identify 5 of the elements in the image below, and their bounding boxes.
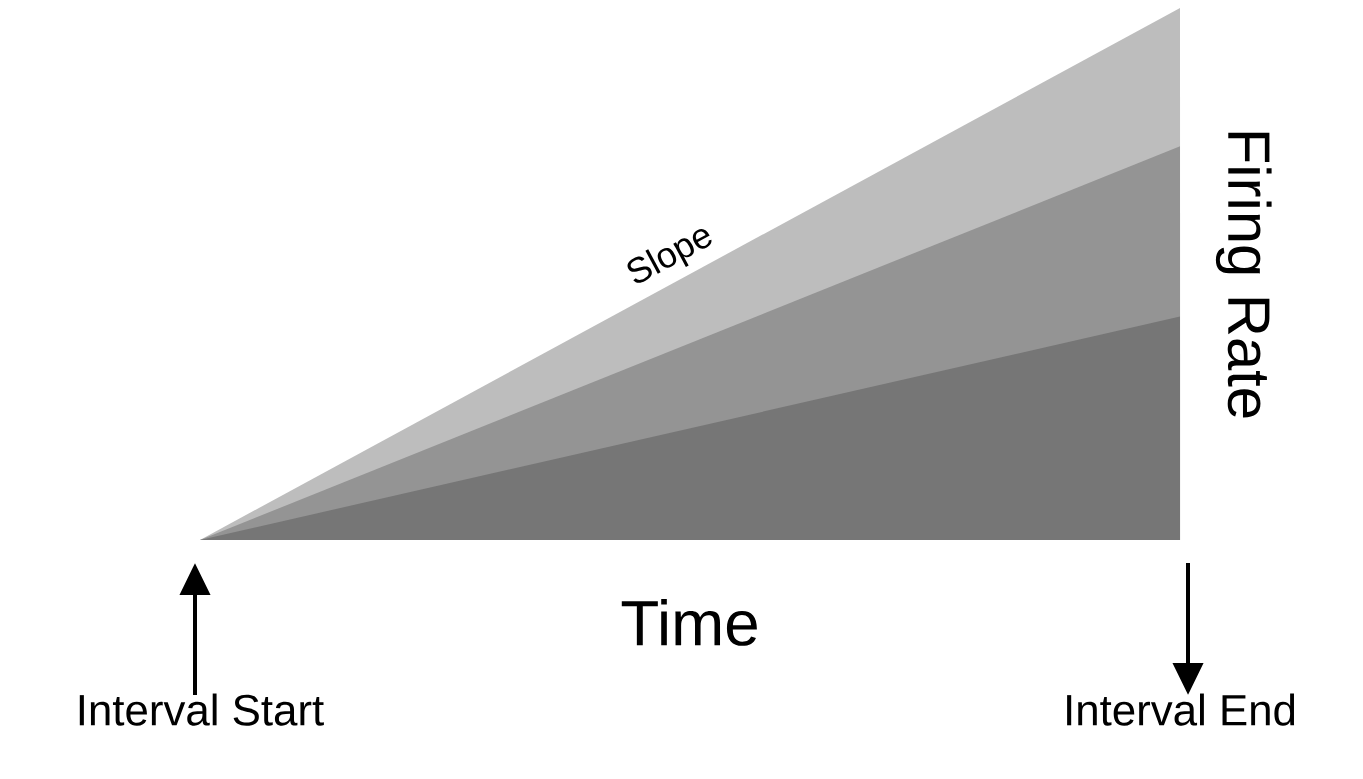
annotation: Slope bbox=[627, 229, 712, 283]
y-axis-title: Firing Rate bbox=[1215, 132, 1272, 418]
x-axis-title: Time bbox=[621, 599, 757, 646]
x-tick-label: Interval Start bbox=[79, 693, 324, 726]
x-tick-label: Interval End bbox=[1067, 693, 1295, 726]
